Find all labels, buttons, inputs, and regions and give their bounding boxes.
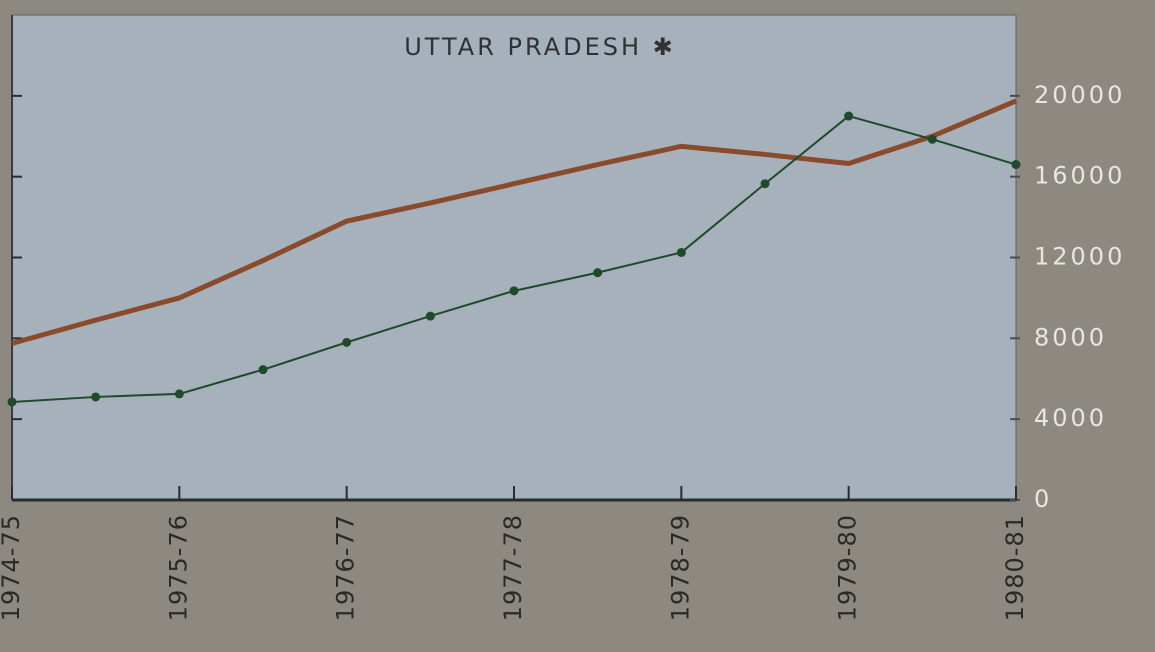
data-point	[509, 286, 519, 296]
y-tick-label: 16000	[1034, 162, 1125, 190]
data-point	[7, 397, 17, 407]
x-tick-label: 1978-79	[666, 514, 694, 621]
data-point	[258, 365, 268, 375]
data-point	[760, 179, 770, 189]
y-tick-label: 8000	[1034, 323, 1107, 351]
data-point	[91, 392, 101, 402]
x-tick-label: 1979-80	[834, 514, 862, 621]
data-point	[1011, 160, 1021, 170]
data-point	[844, 111, 854, 121]
data-line	[11, 98, 1017, 346]
y-tick-label: 20000	[1034, 81, 1125, 109]
plot-area	[12, 15, 1016, 500]
data-point	[342, 337, 352, 347]
data-point	[174, 389, 184, 399]
x-tick-label: 1977-78	[499, 514, 527, 621]
chart-title: UTTAR PRADESH ✱	[404, 33, 676, 61]
data-point	[593, 268, 603, 278]
data-point	[927, 134, 937, 144]
x-tick-label: 1974-75	[0, 514, 25, 621]
y-tick-label: 0	[1034, 485, 1052, 513]
y-tick-label: 12000	[1034, 243, 1125, 271]
x-tick-label: 1975-76	[164, 514, 192, 621]
x-tick-label: 1976-77	[332, 514, 360, 621]
data-point	[425, 311, 435, 321]
y-tick-label: 4000	[1034, 404, 1107, 432]
x-tick-label: 1980-81	[1001, 514, 1029, 621]
data-point	[676, 247, 686, 257]
